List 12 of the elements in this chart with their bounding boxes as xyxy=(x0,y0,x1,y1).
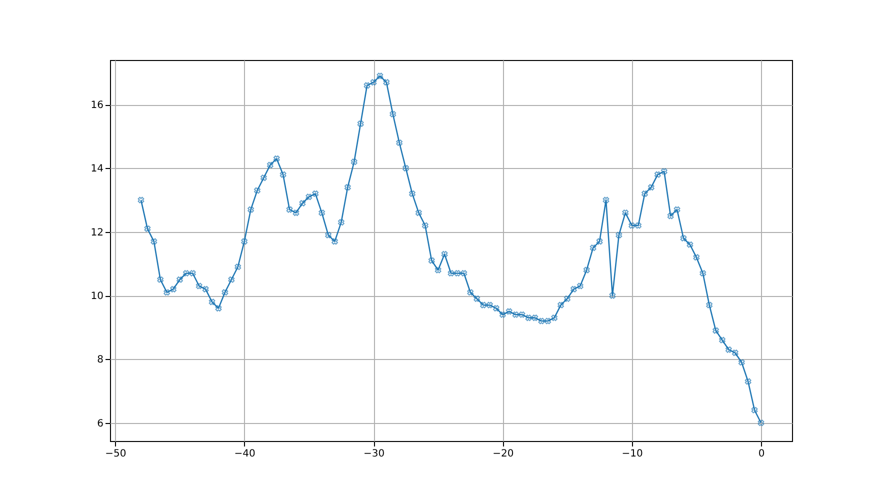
y-tick-label: 8 xyxy=(97,354,104,366)
x-tick-label: 0 xyxy=(758,448,765,460)
x-tick-label: −40 xyxy=(234,448,256,460)
x-tick-label: −20 xyxy=(492,448,514,460)
y-tick-label: 12 xyxy=(90,227,104,238)
y-tick-label: 14 xyxy=(90,164,104,175)
y-tick-label: 6 xyxy=(97,418,104,430)
y-tick-label: 10 xyxy=(90,291,104,302)
y-tick-label: 16 xyxy=(90,100,104,112)
x-tick-label: −30 xyxy=(363,448,385,460)
x-tick-label: −10 xyxy=(622,448,643,460)
x-tick-label: −50 xyxy=(105,448,126,460)
